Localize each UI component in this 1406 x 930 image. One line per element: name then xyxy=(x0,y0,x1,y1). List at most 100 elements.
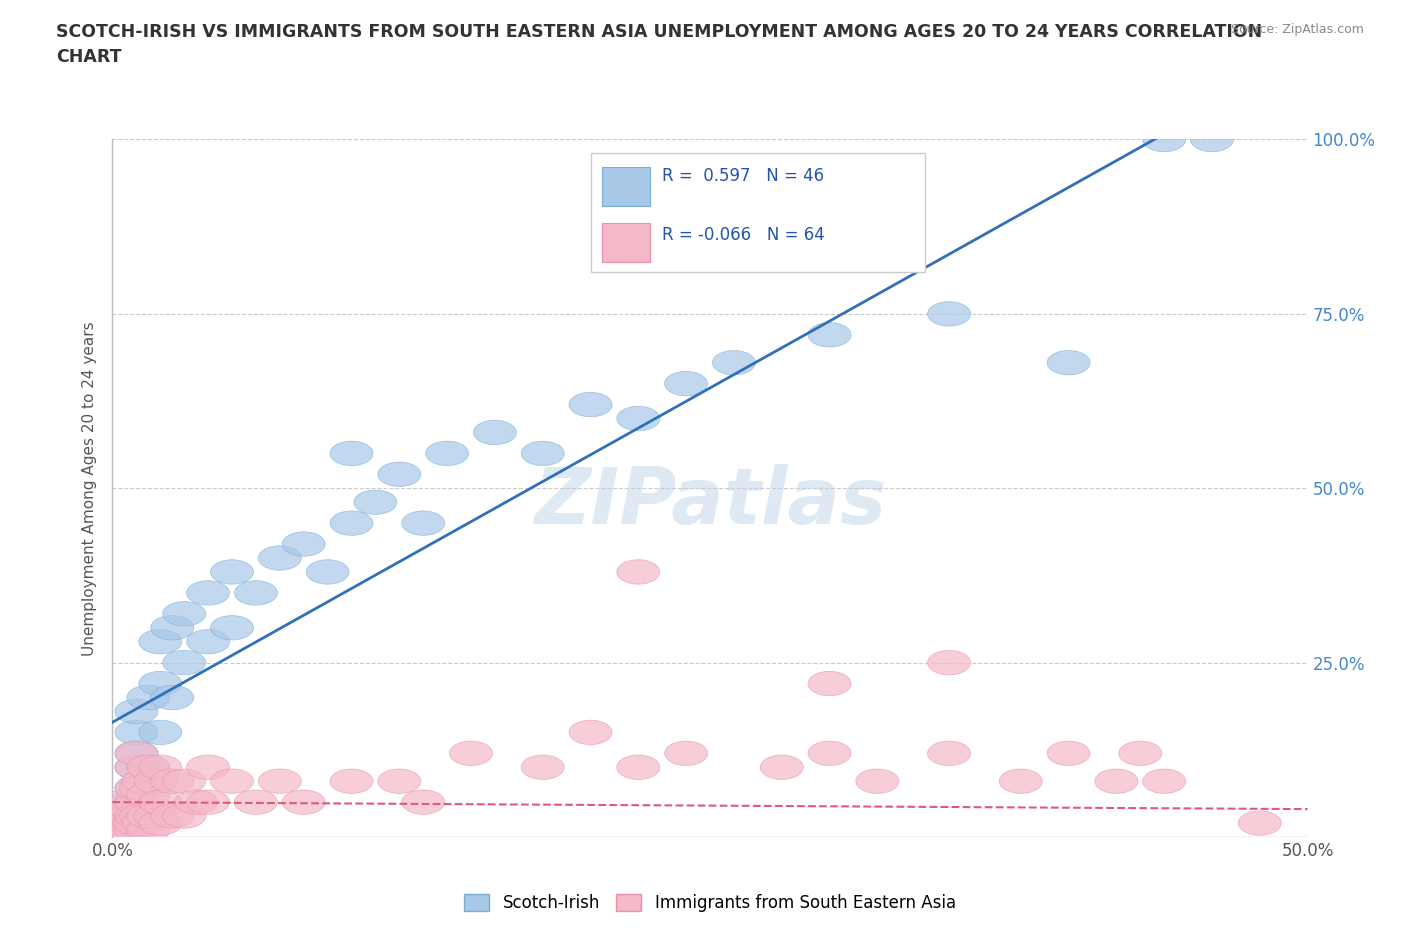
Ellipse shape xyxy=(115,790,157,815)
Ellipse shape xyxy=(378,769,420,793)
Ellipse shape xyxy=(402,790,444,815)
Ellipse shape xyxy=(808,323,851,347)
Ellipse shape xyxy=(115,720,157,745)
Ellipse shape xyxy=(98,817,141,843)
Text: SCOTCH-IRISH VS IMMIGRANTS FROM SOUTH EASTERN ASIA UNEMPLOYMENT AMONG AGES 20 TO: SCOTCH-IRISH VS IMMIGRANTS FROM SOUTH EA… xyxy=(56,23,1263,66)
Ellipse shape xyxy=(163,602,205,626)
Text: Source: ZipAtlas.com: Source: ZipAtlas.com xyxy=(1230,23,1364,36)
Ellipse shape xyxy=(115,804,157,829)
Ellipse shape xyxy=(115,817,157,843)
Ellipse shape xyxy=(115,755,157,779)
Ellipse shape xyxy=(1143,769,1185,793)
Ellipse shape xyxy=(330,441,373,466)
Ellipse shape xyxy=(115,804,157,829)
Ellipse shape xyxy=(134,769,177,793)
FancyBboxPatch shape xyxy=(603,167,651,206)
Ellipse shape xyxy=(354,490,396,514)
Legend: Scotch-Irish, Immigrants from South Eastern Asia: Scotch-Irish, Immigrants from South East… xyxy=(457,887,963,919)
Text: R = -0.066   N = 64: R = -0.066 N = 64 xyxy=(662,226,825,244)
Ellipse shape xyxy=(1143,127,1185,152)
Ellipse shape xyxy=(211,769,253,793)
Ellipse shape xyxy=(115,776,157,801)
Ellipse shape xyxy=(150,769,194,793)
Ellipse shape xyxy=(139,755,181,779)
Ellipse shape xyxy=(174,790,218,815)
Ellipse shape xyxy=(1047,741,1090,765)
Ellipse shape xyxy=(163,650,205,675)
Ellipse shape xyxy=(127,755,170,779)
Y-axis label: Unemployment Among Ages 20 to 24 years: Unemployment Among Ages 20 to 24 years xyxy=(82,321,97,656)
Ellipse shape xyxy=(808,741,851,765)
Ellipse shape xyxy=(103,817,146,843)
Ellipse shape xyxy=(187,755,229,779)
Text: R =  0.597   N = 46: R = 0.597 N = 46 xyxy=(662,166,824,185)
Ellipse shape xyxy=(127,755,170,779)
Ellipse shape xyxy=(139,790,181,815)
Ellipse shape xyxy=(928,301,970,326)
Ellipse shape xyxy=(928,741,970,765)
Ellipse shape xyxy=(1239,811,1281,835)
Ellipse shape xyxy=(110,797,153,821)
Ellipse shape xyxy=(187,790,229,815)
Ellipse shape xyxy=(122,811,165,835)
Ellipse shape xyxy=(139,811,181,835)
Ellipse shape xyxy=(150,616,194,640)
Ellipse shape xyxy=(103,811,146,835)
Ellipse shape xyxy=(108,811,150,835)
Ellipse shape xyxy=(474,420,516,445)
Ellipse shape xyxy=(402,511,444,536)
Ellipse shape xyxy=(426,441,468,466)
Ellipse shape xyxy=(103,804,146,829)
Ellipse shape xyxy=(105,817,149,843)
Ellipse shape xyxy=(163,804,205,829)
Ellipse shape xyxy=(103,804,146,829)
Ellipse shape xyxy=(761,755,803,779)
Ellipse shape xyxy=(283,790,325,815)
Ellipse shape xyxy=(115,776,157,801)
Ellipse shape xyxy=(101,811,143,835)
Ellipse shape xyxy=(115,741,157,765)
Ellipse shape xyxy=(139,671,181,696)
Ellipse shape xyxy=(120,804,163,829)
Ellipse shape xyxy=(139,630,181,654)
Ellipse shape xyxy=(115,699,157,724)
Ellipse shape xyxy=(928,650,970,675)
Ellipse shape xyxy=(856,769,898,793)
Ellipse shape xyxy=(235,790,277,815)
Ellipse shape xyxy=(139,720,181,745)
Ellipse shape xyxy=(187,580,229,605)
Ellipse shape xyxy=(108,804,150,829)
Text: ZIPatlas: ZIPatlas xyxy=(534,464,886,540)
Ellipse shape xyxy=(115,741,157,765)
Ellipse shape xyxy=(713,351,755,375)
Ellipse shape xyxy=(110,817,153,843)
Ellipse shape xyxy=(665,741,707,765)
Ellipse shape xyxy=(120,776,163,801)
Ellipse shape xyxy=(112,811,156,835)
Ellipse shape xyxy=(259,546,301,570)
Ellipse shape xyxy=(330,769,373,793)
Ellipse shape xyxy=(378,462,420,486)
Ellipse shape xyxy=(103,790,146,815)
Ellipse shape xyxy=(115,811,157,835)
Ellipse shape xyxy=(115,755,157,779)
Ellipse shape xyxy=(115,790,157,815)
Ellipse shape xyxy=(522,441,564,466)
Ellipse shape xyxy=(103,817,146,843)
Ellipse shape xyxy=(211,560,253,584)
Ellipse shape xyxy=(235,580,277,605)
Ellipse shape xyxy=(103,811,146,835)
Ellipse shape xyxy=(259,769,301,793)
Ellipse shape xyxy=(522,755,564,779)
Ellipse shape xyxy=(150,685,194,710)
Ellipse shape xyxy=(307,560,349,584)
Ellipse shape xyxy=(1095,769,1137,793)
Ellipse shape xyxy=(127,783,170,807)
Ellipse shape xyxy=(617,406,659,431)
Ellipse shape xyxy=(330,511,373,536)
Ellipse shape xyxy=(127,685,170,710)
Ellipse shape xyxy=(1000,769,1042,793)
Ellipse shape xyxy=(617,755,659,779)
FancyBboxPatch shape xyxy=(591,153,925,272)
Ellipse shape xyxy=(450,741,492,765)
